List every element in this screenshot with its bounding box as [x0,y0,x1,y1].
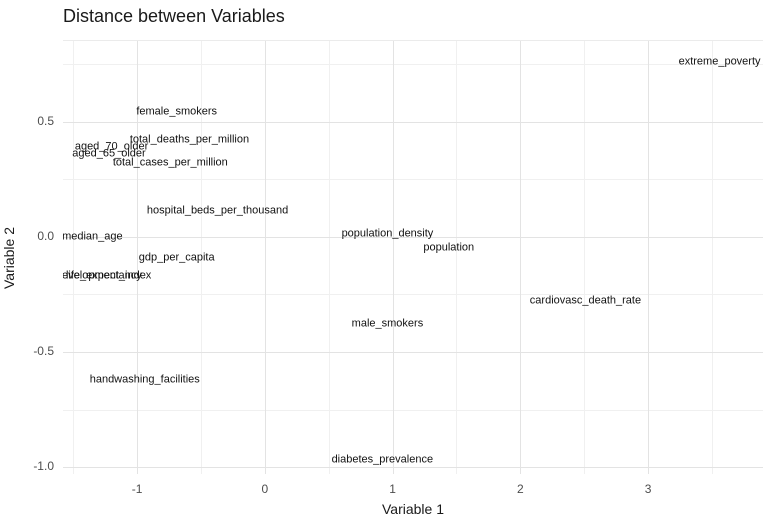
point-label-male_smokers: male_smokers [351,317,424,330]
point-label-aged_70_older: aged_70_older [75,141,148,152]
point-label-total_cases_per_million: total_cases_per_million [112,156,228,169]
x-tick-label: 0 [261,482,269,496]
gridline-x-minor [200,41,202,474]
plot-panel: extreme_poverty female_smokers total_death… [63,40,763,474]
point-label-human_development_index: human_development_index [63,270,151,281]
chart-title: Distance between Variables [63,6,285,26]
point-label-text: total_deaths_per_million [129,133,250,146]
point-label-text: cardiovasc_death_rate [529,294,642,307]
y-tick-label: 0.0 [37,228,54,243]
point-label-cardiovasc_death_rate: cardiovasc_death_rate [529,294,642,307]
point-label-gdp_per_capita: gdp_per_capita [139,252,215,263]
point-label-text: extreme_poverty [678,55,761,68]
point-label-text: diabetes_prevalence [331,453,434,466]
gridline-y-major [63,121,763,123]
point-label-diabetes_prevalence: diabetes_prevalence [331,453,434,466]
point-label-median_age: median_age [63,231,123,242]
gridline-x-major [264,41,266,474]
point-label-text: aged_65_older [72,147,146,160]
y-tick-label: -0.5 [33,343,54,358]
x-tick-label: 3 [644,482,652,496]
gridline-y-major [63,236,763,238]
gridline-y-minor [63,179,763,181]
gridline-y-minor [63,64,763,66]
point-label-handwashing_facilities: handwashing_facilities [90,374,200,385]
point-label-life_expectancy: life_expectancy [66,270,142,281]
point-label-text: life_expectancy [65,269,142,282]
gridline-x-major [648,41,650,474]
gridline-y-minor [63,409,763,411]
point-label-hospital_beds_per_thousand: hospital_beds_per_thousand [146,204,289,217]
y-axis-title: Variable 2 [1,227,17,290]
x-tick-label: 1 [389,482,396,496]
x-tick-label: -1 [131,482,143,496]
point-label-text: aged_70_older [74,140,149,153]
gridline-x-minor [73,41,75,474]
point-label-population: population [423,241,475,254]
gridline-y-minor [63,294,763,296]
point-label-text: male_smokers [351,317,424,330]
x-axis-title: Variable 1 [381,501,445,517]
x-tick-label: 2 [516,482,524,496]
gridline-y-major [63,351,763,353]
gridline-x-minor [328,41,330,474]
gridline-x-minor [456,41,458,474]
point-label-text: female_smokers [136,105,218,118]
gridline-y-major [63,467,763,469]
point-label-text: handwashing_facilities [89,373,200,386]
point-label-extreme_poverty: extreme_poverty [679,56,761,67]
point-label-female_smokers: female_smokers [136,105,218,118]
gridline-x-minor [584,41,586,474]
gridline-x-major [392,41,394,474]
point-label-text: total_cases_per_million [112,156,228,169]
point-label-text: population_density [341,227,434,240]
point-label-text: human_development_index [63,270,152,282]
point-label-text: hospital_beds_per_thousand [146,204,289,217]
point-label-aged_65_older: aged_65_older [72,148,145,159]
y-tick-label: -1.0 [33,459,54,474]
gridline-x-minor [711,41,713,474]
point-label-text: gdp_per_capita [138,251,215,263]
point-label-text: population [423,241,475,254]
y-tick-label: 0.5 [37,113,54,128]
gridline-x-major [137,41,139,474]
point-label-population_density: population_density [341,227,434,240]
point-label-total_deaths_per_million: total_deaths_per_million [129,133,250,146]
point-label-text: median_age [63,230,123,243]
gridline-x-major [520,41,522,474]
